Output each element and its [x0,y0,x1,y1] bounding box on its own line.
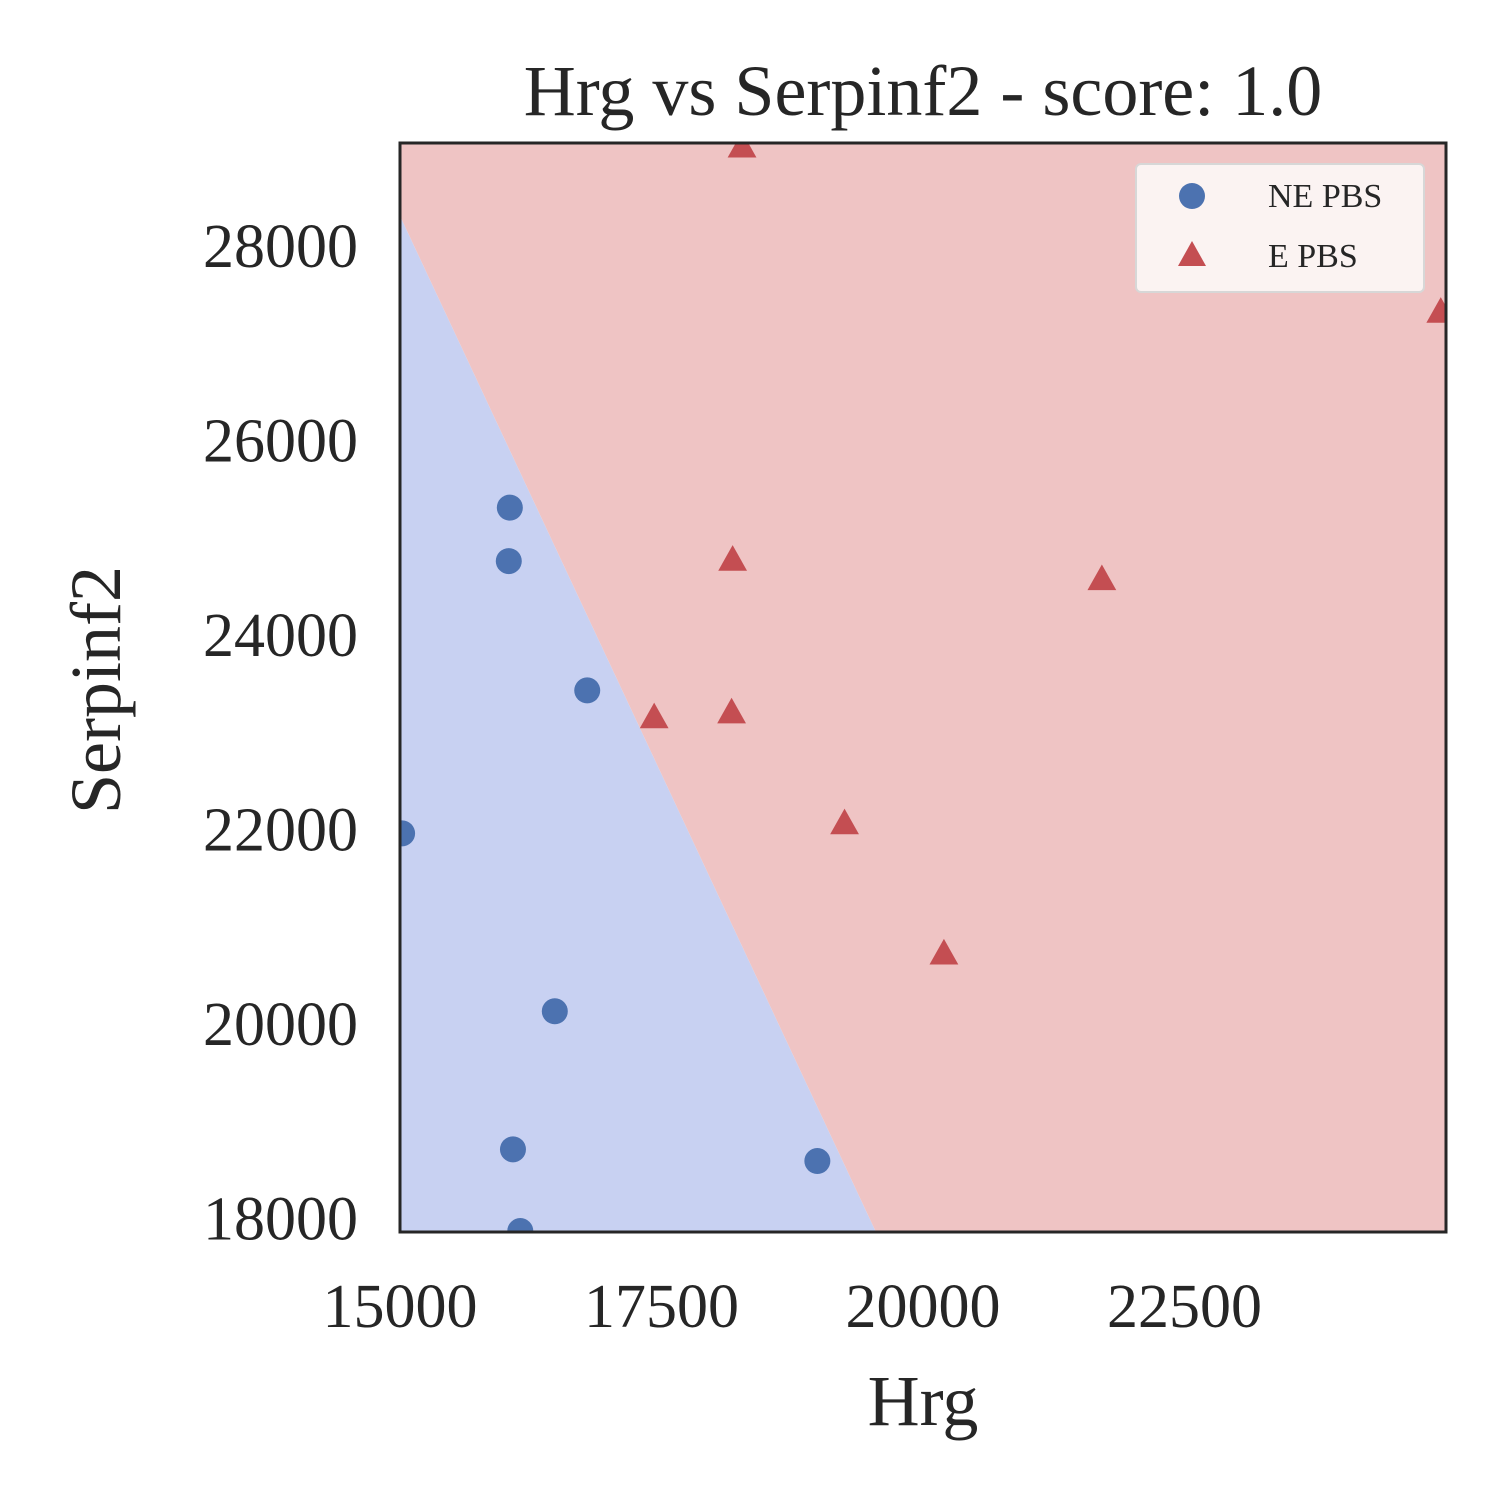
x-tick-label-2: 20000 [846,1273,1001,1341]
legend: NE PBS E PBS [1135,163,1425,293]
plot-area [400,143,1446,1232]
legend-box [1135,163,1425,293]
e-pbs-point-0 [727,143,757,158]
y-tick-label-3: 24000 [203,602,358,670]
x-axis-ticks: 15000 17500 20000 22500 [323,1273,1263,1341]
x-tick-label-3: 22500 [1107,1273,1262,1341]
ne-pbs-point-6 [804,1148,831,1175]
chart-title: Hrg vs Serpinf2 - score: 1.0 [524,51,1323,131]
e-pbs-point-2 [718,545,748,571]
e-pbs-point-3 [1087,564,1117,591]
y-tick-label-0: 18000 [203,1185,358,1253]
legend-marker-ne-pbs [1179,183,1205,209]
ne-pbs-point-0 [496,494,523,521]
e-pbs-point-6 [830,808,859,835]
legend-marker-e-pbs [1178,241,1206,266]
ne-pbs-point-7 [507,1218,534,1232]
ne-pbs-point-5 [499,1136,526,1163]
y-tick-label-5: 28000 [203,213,358,281]
x-tick-label-1: 17500 [584,1273,739,1341]
e-pbs-point-1 [1426,297,1446,323]
ne-pbs-point-1 [495,548,522,575]
y-axis-ticks: 18000 20000 22000 24000 26000 28000 [203,213,358,1253]
plot-frame [398,141,1448,1234]
e-pbs-point-4 [639,702,669,729]
points-layer [400,143,1446,1232]
y-tick-label-2: 22000 [203,796,358,864]
e-pbs-point-7 [929,938,959,965]
x-tick-label-0: 15000 [323,1273,478,1341]
y-axis-label: Serpinf2 [56,566,136,814]
y-tick-label-4: 26000 [203,408,358,476]
ne-pbs-point-4 [541,998,568,1025]
y-tick-label-1: 20000 [203,991,358,1059]
legend-label-e-pbs: E PBS [1268,238,1358,275]
e-pbs-point-5 [717,697,746,724]
region-e-pbs [400,143,1446,1232]
legend-label-ne-pbs: NE PBS [1268,178,1382,215]
x-axis-label: Hrg [868,1361,979,1441]
ne-pbs-point-3 [400,820,416,847]
region-ne-pbs [400,215,876,1232]
ne-pbs-point-2 [574,677,601,704]
